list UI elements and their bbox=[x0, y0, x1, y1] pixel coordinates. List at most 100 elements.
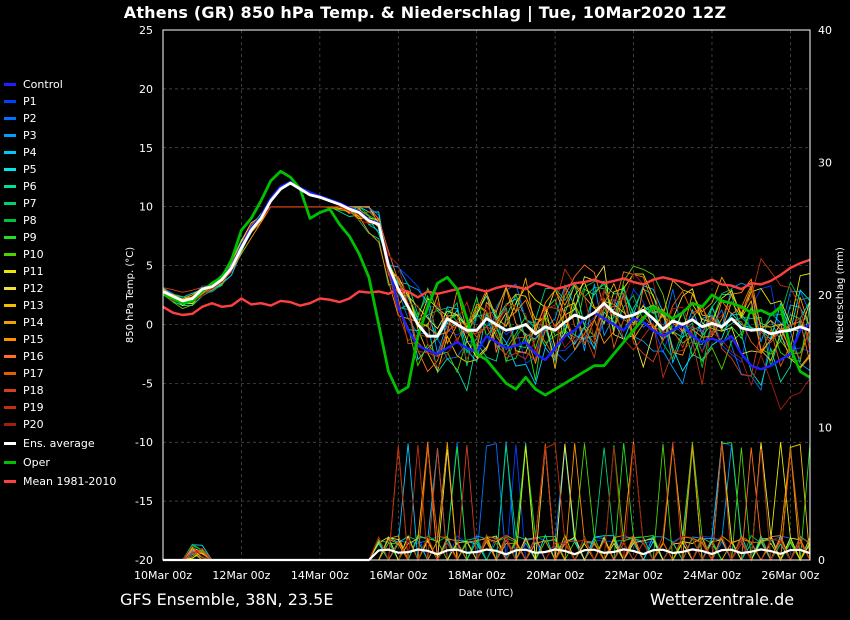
legend-swatch bbox=[4, 372, 16, 375]
y-tick-label: 15 bbox=[139, 142, 153, 155]
legend-item: Mean 1981-2010 bbox=[4, 473, 116, 490]
legend-item: P17 bbox=[4, 365, 116, 382]
legend-label: P20 bbox=[23, 418, 44, 431]
legend-swatch bbox=[4, 253, 16, 256]
member-line-p20 bbox=[162, 206, 811, 411]
y-tick-label: 5 bbox=[146, 260, 153, 273]
legend-swatch bbox=[4, 389, 16, 392]
legend-item: P7 bbox=[4, 195, 116, 212]
series-line-control bbox=[162, 180, 811, 371]
y-tick-label: -10 bbox=[135, 436, 153, 449]
legend-swatch bbox=[4, 287, 16, 290]
legend-item: P11 bbox=[4, 263, 116, 280]
legend-label: P4 bbox=[23, 146, 37, 159]
legend-label: P6 bbox=[23, 180, 37, 193]
legend-label: P17 bbox=[23, 367, 44, 380]
legend-item: P6 bbox=[4, 178, 116, 195]
legend-swatch bbox=[4, 168, 16, 171]
member-line-p12 bbox=[162, 206, 811, 369]
legend-label: P8 bbox=[23, 214, 37, 227]
legend-swatch bbox=[4, 355, 16, 358]
y-tick-label: -5 bbox=[142, 377, 153, 390]
plot-frame bbox=[162, 29, 811, 561]
legend-item: P20 bbox=[4, 416, 116, 433]
member-line-p8 bbox=[162, 206, 811, 368]
y-tick-label: -20 bbox=[135, 554, 153, 567]
x-axis-label: Date (UTC) bbox=[459, 588, 514, 599]
legend-item: P9 bbox=[4, 229, 116, 246]
y2-axis-ticks: 0 10 20 30 40 bbox=[818, 24, 832, 567]
member-line-p7 bbox=[162, 206, 811, 367]
y-tick-label: 20 bbox=[139, 83, 153, 96]
y-tick-label: -15 bbox=[135, 495, 153, 508]
legend-item: P16 bbox=[4, 348, 116, 365]
legend-item: P12 bbox=[4, 280, 116, 297]
legend-label: P18 bbox=[23, 384, 44, 397]
legend-item: P3 bbox=[4, 127, 116, 144]
legend-item: Oper bbox=[4, 454, 116, 471]
legend-item: P4 bbox=[4, 144, 116, 161]
legend-item: P10 bbox=[4, 246, 116, 263]
precipitation-lines bbox=[163, 440, 811, 562]
y2-tick-label: 10 bbox=[818, 422, 832, 435]
x-tick-label: 26Mar 00z bbox=[761, 569, 819, 582]
y-tick-label: 25 bbox=[139, 24, 153, 37]
y2-tick-label: 20 bbox=[818, 289, 832, 302]
footer-site: Wetterzentrale.de bbox=[650, 590, 795, 609]
legend-label: Control bbox=[23, 78, 63, 91]
legend-label: P13 bbox=[23, 299, 44, 312]
legend-item: P19 bbox=[4, 399, 116, 416]
legend-swatch bbox=[4, 442, 16, 445]
member-line-p2 bbox=[162, 206, 811, 392]
x-tick-label: 16Mar 00z bbox=[369, 569, 427, 582]
legend-label: Ens. average bbox=[23, 437, 95, 450]
y2-tick-label: 0 bbox=[818, 554, 825, 567]
highlight-series bbox=[162, 169, 811, 397]
chart-title: Athens (GR) 850 hPa Temp. & Niederschlag… bbox=[123, 3, 727, 22]
legend-label: P19 bbox=[23, 401, 44, 414]
legend-item: P14 bbox=[4, 314, 116, 331]
y-tick-label: 10 bbox=[139, 201, 153, 214]
legend-swatch bbox=[4, 236, 16, 239]
x-tick-label: 14Mar 00z bbox=[291, 569, 349, 582]
legend-label: P7 bbox=[23, 197, 37, 210]
legend-label: Oper bbox=[23, 456, 50, 469]
legend-label: P10 bbox=[23, 248, 44, 261]
legend-swatch bbox=[4, 134, 16, 137]
legend-swatch bbox=[4, 321, 16, 324]
legend: Control P1 P2 P3 P4 P5 P6 P7 P8 P9 P10 P11 P12 P13 P14… bbox=[4, 76, 116, 490]
footer-source: GFS Ensemble, 38N, 23.5E bbox=[120, 590, 334, 609]
legend-item: P2 bbox=[4, 110, 116, 127]
y-axis-ticks: -20 -15 -10 -5 0 5 10 15 20 25 bbox=[135, 24, 153, 567]
y-axis-label: 850 hPa Temp. (°C) bbox=[125, 247, 136, 343]
series-line-oper bbox=[162, 169, 811, 397]
x-axis-ticks: 10Mar 00z 12Mar 00z 14Mar 00z 16Mar 00z 18Ma… bbox=[134, 569, 820, 582]
y-tick-label: 0 bbox=[146, 318, 153, 331]
legend-swatch bbox=[4, 304, 16, 307]
legend-swatch bbox=[4, 202, 16, 205]
legend-swatch bbox=[4, 83, 16, 86]
legend-label: P16 bbox=[23, 350, 44, 363]
legend-item: Ens. average bbox=[4, 435, 116, 452]
legend-item: Control bbox=[4, 76, 116, 93]
legend-item: P5 bbox=[4, 161, 116, 178]
x-tick-label: 22Mar 00z bbox=[605, 569, 663, 582]
legend-label: P15 bbox=[23, 333, 44, 346]
legend-item: P1 bbox=[4, 93, 116, 110]
legend-swatch bbox=[4, 219, 16, 222]
legend-label: P3 bbox=[23, 129, 37, 142]
legend-item: P13 bbox=[4, 297, 116, 314]
x-tick-label: 24Mar 00z bbox=[683, 569, 741, 582]
series-line-mean-1981-2010 bbox=[162, 258, 811, 317]
legend-label: P2 bbox=[23, 112, 37, 125]
legend-swatch bbox=[4, 185, 16, 188]
y2-tick-label: 30 bbox=[818, 157, 832, 170]
legend-swatch bbox=[4, 461, 16, 464]
legend-swatch bbox=[4, 100, 16, 103]
legend-swatch bbox=[4, 423, 16, 426]
x-tick-label: 20Mar 00z bbox=[526, 569, 584, 582]
x-tick-label: 12Mar 00z bbox=[212, 569, 270, 582]
x-tick-label: 18Mar 00z bbox=[448, 569, 506, 582]
legend-label: P5 bbox=[23, 163, 37, 176]
